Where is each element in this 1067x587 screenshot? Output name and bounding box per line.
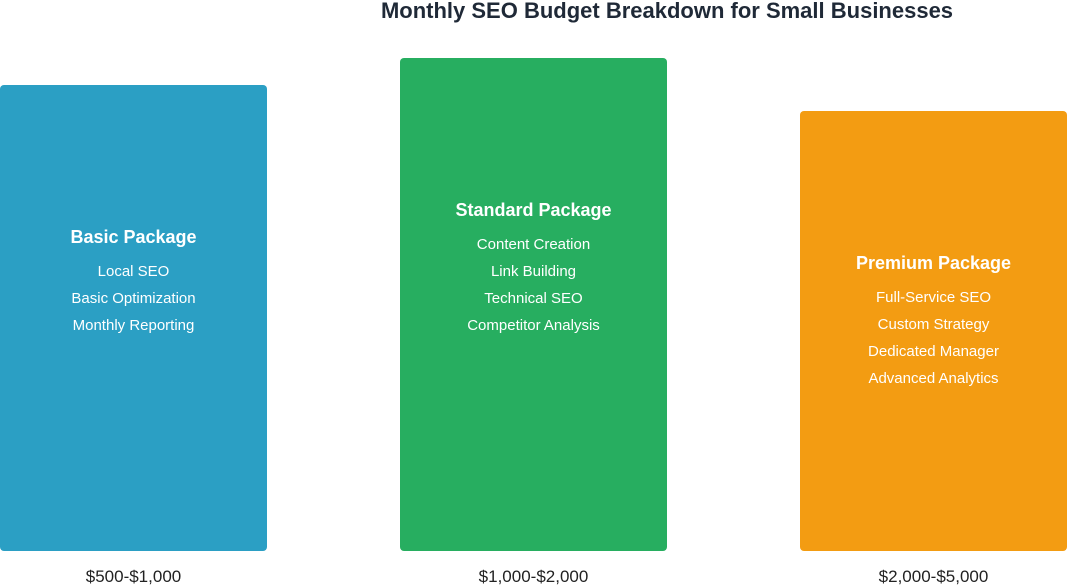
package-feature: Monthly Reporting bbox=[72, 317, 195, 334]
package-card: Standard Package Content Creation Link Bui… bbox=[400, 58, 667, 551]
package-feature: Competitor Analysis bbox=[467, 317, 600, 334]
package-feature: Custom Strategy bbox=[877, 316, 990, 333]
package-name: Premium Package bbox=[855, 253, 1012, 273]
package-feature: Basic Optimization bbox=[71, 290, 196, 307]
package-card: Premium Package Full-Service SEO Custom St… bbox=[800, 111, 1067, 551]
package-feature: Local SEO bbox=[97, 263, 170, 280]
package-feature: Content Creation bbox=[476, 236, 591, 253]
package-feature: Link Building bbox=[490, 263, 577, 280]
package-card: Basic Package Local SEO Basic Optimization… bbox=[0, 85, 267, 551]
package-price: $1,000-$2,000 bbox=[478, 567, 589, 586]
package-price: $500-$1,000 bbox=[85, 567, 182, 586]
package-price: $2,000-$5,000 bbox=[878, 567, 989, 586]
package-name: Basic Package bbox=[70, 227, 197, 247]
package-feature: Dedicated Manager bbox=[868, 343, 999, 360]
package-feature: Technical SEO bbox=[484, 290, 583, 307]
package-feature: Advanced Analytics bbox=[868, 370, 999, 387]
package-feature: Full-Service SEO bbox=[875, 289, 992, 306]
page-title: Monthly SEO Budget Breakdown for Small B… bbox=[380, 0, 954, 23]
package-name: Standard Package bbox=[455, 200, 612, 220]
